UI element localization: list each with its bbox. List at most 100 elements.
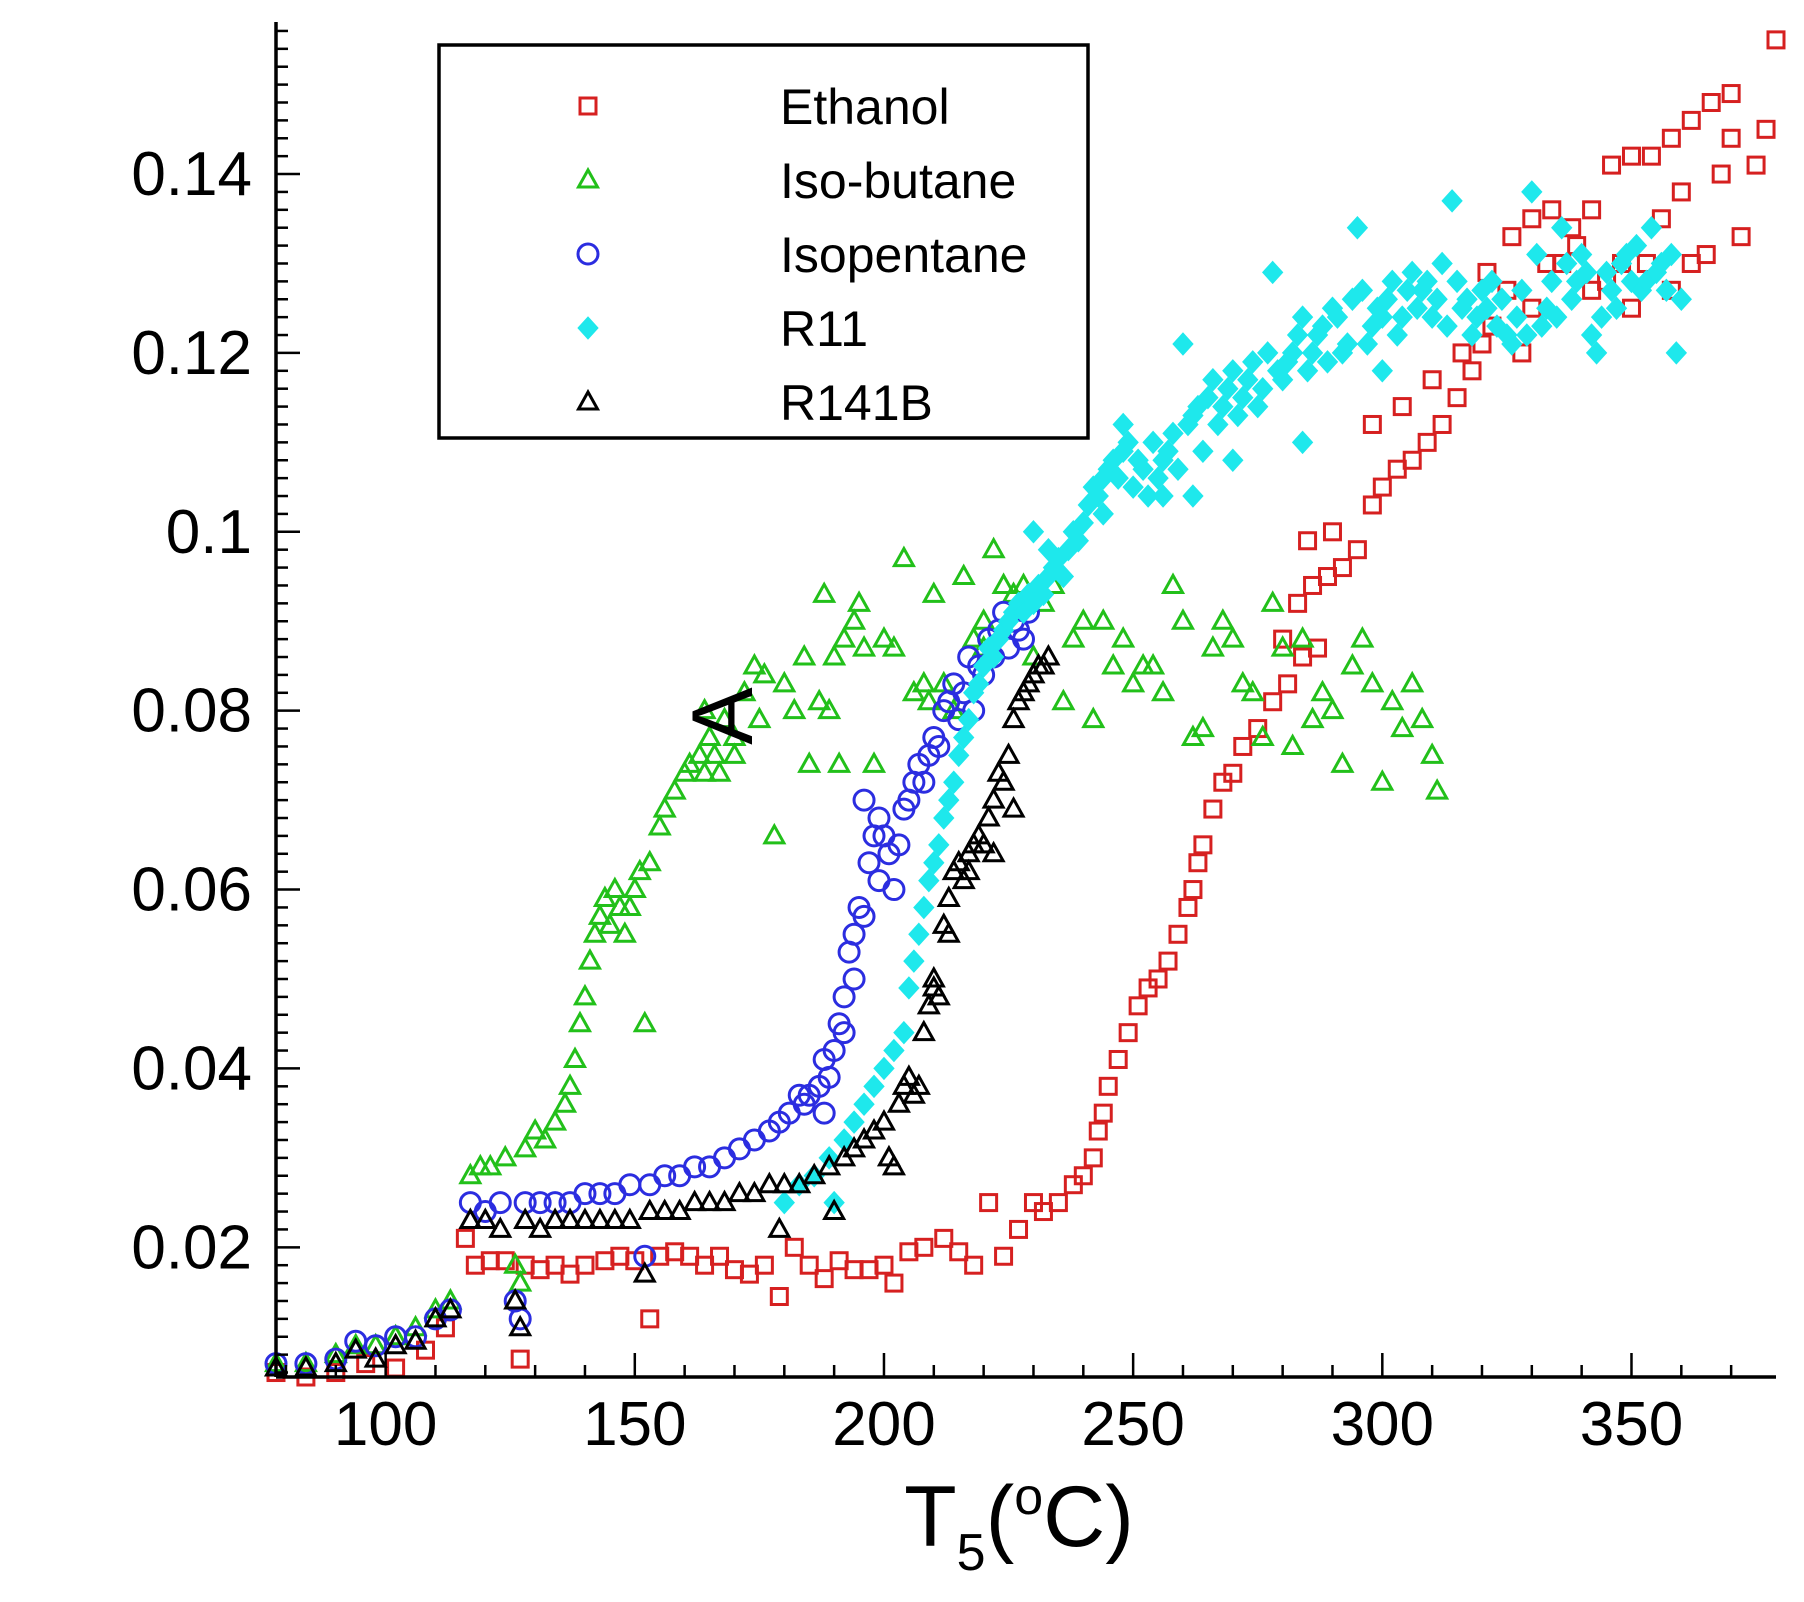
data-point bbox=[927, 734, 951, 758]
data-point bbox=[1101, 652, 1126, 675]
data-point bbox=[710, 1246, 730, 1266]
data-point bbox=[1582, 200, 1602, 220]
data-point bbox=[1621, 146, 1641, 166]
series-iso-butane bbox=[263, 536, 1450, 1373]
legend-marker bbox=[578, 96, 598, 116]
data-point bbox=[1541, 269, 1563, 294]
data-point bbox=[510, 1349, 530, 1369]
data-point bbox=[1436, 314, 1458, 338]
data-point bbox=[936, 885, 961, 908]
data-point bbox=[742, 652, 767, 675]
data-point bbox=[1301, 341, 1324, 365]
data-point bbox=[1462, 361, 1482, 381]
data-point bbox=[697, 724, 722, 747]
data-point bbox=[1132, 457, 1154, 481]
data-point bbox=[891, 545, 916, 568]
x-tick-label: 150 bbox=[583, 1390, 686, 1459]
data-point bbox=[587, 903, 612, 925]
data-point bbox=[916, 688, 941, 711]
data-point bbox=[852, 788, 876, 812]
legend-label: Iso-butane bbox=[780, 153, 1016, 209]
data-point bbox=[1227, 403, 1249, 428]
data-point bbox=[1288, 593, 1308, 613]
data-point bbox=[1170, 608, 1196, 630]
data-point bbox=[1516, 323, 1538, 347]
data-point bbox=[842, 967, 866, 991]
data-point bbox=[1223, 763, 1243, 783]
data-point bbox=[857, 851, 881, 875]
data-point bbox=[976, 804, 1001, 827]
data-point bbox=[1670, 287, 1692, 312]
data-point bbox=[1721, 128, 1741, 148]
series-r141b bbox=[263, 643, 1061, 1377]
data-point bbox=[572, 983, 598, 1006]
data-point bbox=[843, 1110, 865, 1134]
data-point bbox=[1625, 233, 1648, 258]
data-point bbox=[1392, 397, 1412, 417]
data-point bbox=[832, 1021, 856, 1045]
data-point bbox=[958, 707, 980, 732]
data-point bbox=[772, 1171, 797, 1194]
legend-box bbox=[437, 43, 1090, 440]
series-isopentane bbox=[264, 600, 1040, 1376]
data-point bbox=[1257, 341, 1279, 365]
data-point bbox=[722, 724, 747, 747]
data-point bbox=[914, 1237, 934, 1257]
data-point bbox=[364, 1334, 388, 1358]
data-point bbox=[1585, 341, 1608, 365]
y-tick-label: 0.08 bbox=[131, 677, 252, 746]
data-point bbox=[1521, 180, 1543, 204]
data-point bbox=[996, 742, 1021, 764]
x-axis-title-paren-open: ( bbox=[986, 1469, 1015, 1565]
data-point bbox=[1088, 1121, 1108, 1141]
data-point bbox=[873, 1056, 895, 1081]
data-point bbox=[1158, 951, 1178, 971]
data-point bbox=[1371, 359, 1393, 383]
data-point bbox=[991, 769, 1016, 791]
data-point bbox=[1665, 341, 1688, 365]
data-point bbox=[1551, 215, 1573, 240]
data-point bbox=[1012, 627, 1036, 651]
data-point bbox=[1308, 638, 1328, 658]
data-point bbox=[956, 840, 981, 863]
data-point bbox=[1150, 679, 1176, 702]
data-point bbox=[742, 1128, 766, 1152]
data-point bbox=[1456, 287, 1478, 312]
data-point bbox=[1721, 84, 1741, 104]
legend-label: Isopentane bbox=[780, 227, 1027, 283]
y-tick-label: 0.04 bbox=[131, 1034, 252, 1103]
data-point bbox=[1701, 92, 1721, 112]
data-point bbox=[1595, 260, 1618, 285]
data-point bbox=[1300, 706, 1325, 729]
legend-marker bbox=[575, 388, 601, 411]
data-point bbox=[1542, 200, 1562, 220]
data-point bbox=[528, 1191, 552, 1215]
data-point bbox=[898, 976, 920, 1000]
data-point bbox=[1142, 430, 1164, 455]
data-point bbox=[622, 876, 647, 899]
x-axis-title-superscript: o bbox=[1014, 1468, 1043, 1526]
data-point bbox=[1370, 769, 1395, 791]
data-point bbox=[1481, 269, 1503, 294]
data-point bbox=[698, 1155, 722, 1179]
data-point bbox=[1128, 996, 1148, 1016]
data-point bbox=[979, 1193, 999, 1213]
data-point bbox=[652, 795, 677, 818]
data-point bbox=[1250, 724, 1275, 747]
data-point bbox=[617, 1207, 642, 1229]
data-point bbox=[1260, 590, 1285, 612]
data-point bbox=[727, 1137, 751, 1161]
data-point bbox=[1281, 341, 1304, 365]
data-point bbox=[754, 1255, 774, 1275]
data-point bbox=[884, 1273, 904, 1293]
x-tick-label: 100 bbox=[334, 1390, 437, 1459]
data-point bbox=[1233, 736, 1253, 756]
data-point bbox=[867, 869, 891, 893]
data-point bbox=[903, 949, 925, 973]
data-point bbox=[1122, 475, 1144, 499]
data-point bbox=[871, 1109, 897, 1131]
data-point bbox=[887, 833, 911, 857]
data-point bbox=[949, 1242, 969, 1262]
data-point bbox=[293, 1350, 318, 1373]
